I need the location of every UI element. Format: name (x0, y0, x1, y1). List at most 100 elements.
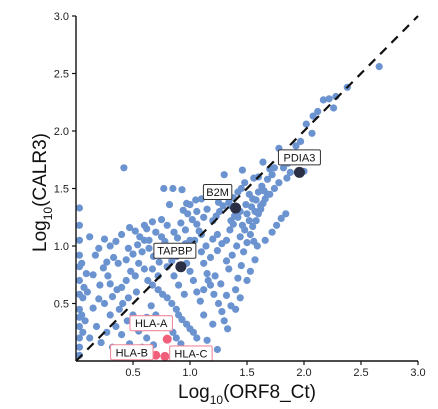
data-point (257, 202, 265, 210)
data-point (75, 204, 83, 212)
data-point (216, 207, 224, 216)
data-point (165, 201, 174, 209)
data-point (75, 305, 83, 313)
data-point (204, 276, 212, 285)
x-tick-label: 0.5 (125, 367, 140, 379)
data-point (275, 179, 283, 187)
data-point (236, 294, 244, 302)
data-point (92, 322, 101, 331)
hla-label: HLA-A (129, 315, 173, 332)
highlight-label-box (153, 242, 197, 259)
data-point (251, 256, 259, 264)
x-tick-label: 3.0 (410, 367, 425, 379)
data-point (118, 230, 126, 239)
data-point (224, 325, 232, 333)
data-point (175, 281, 183, 289)
y-axis-title: Log10(CALR3) (30, 133, 55, 252)
data-point (75, 236, 83, 244)
highlight-label-text: TAPBP (157, 246, 192, 258)
data-point (200, 259, 208, 267)
data-point (154, 286, 162, 294)
data-point (178, 186, 186, 194)
data-point (100, 299, 109, 308)
data-point (222, 291, 231, 299)
y-tick-label: 2.0 (54, 126, 69, 138)
data-point (189, 276, 197, 285)
y-axis-title-suffix: (CALR3) (30, 133, 51, 207)
data-point (145, 244, 153, 252)
data-point (203, 336, 211, 344)
highlight-point (230, 202, 242, 214)
data-point (75, 276, 83, 285)
data-point (75, 343, 83, 351)
data-point (131, 272, 139, 280)
data-point (110, 253, 118, 262)
data-point (140, 265, 148, 273)
data-point (82, 270, 90, 278)
data-point (237, 262, 245, 270)
data-point (75, 251, 83, 259)
data-point (136, 233, 144, 241)
data-point (203, 270, 211, 278)
data-point (172, 305, 180, 313)
data-point (270, 184, 278, 193)
x-tick-label: 2.0 (296, 367, 311, 379)
data-point (106, 242, 114, 250)
data-point (148, 281, 156, 289)
data-point (238, 221, 246, 229)
data-point (206, 253, 215, 262)
hla-label-box (110, 344, 154, 361)
data-point (148, 218, 156, 226)
data-point (308, 129, 316, 137)
data-point (78, 259, 86, 267)
data-point (172, 334, 180, 342)
data-point (81, 317, 89, 325)
y-tick-label: 1.5 (54, 184, 69, 196)
data-point (220, 317, 228, 325)
hla-label-text: HLA-C (174, 348, 207, 360)
data-point (210, 290, 218, 298)
data-point (200, 311, 208, 319)
data-point (218, 240, 226, 248)
data-point (325, 95, 333, 103)
data-point (97, 339, 105, 347)
data-point (227, 217, 235, 225)
data-point (96, 281, 104, 289)
data-point (79, 328, 87, 336)
data-point (179, 206, 187, 214)
data-point (209, 235, 217, 243)
x-axis-title-subscript: 10 (210, 393, 224, 407)
data-point (145, 236, 153, 244)
highlight-label-box (277, 149, 321, 166)
data-point (248, 203, 256, 211)
data-point (213, 345, 221, 354)
data-point (91, 251, 99, 259)
data-point (260, 187, 268, 195)
data-point (80, 283, 88, 291)
data-point (234, 188, 242, 196)
data-point (209, 320, 217, 328)
data-point (192, 196, 200, 204)
data-point (309, 112, 317, 120)
data-point (120, 164, 128, 172)
data-point (177, 219, 185, 227)
x-axis-title: Log10(ORF8_Ct) (178, 382, 316, 407)
data-point (200, 213, 208, 221)
data-point (232, 305, 240, 313)
data-point (252, 217, 260, 225)
data-point (163, 294, 171, 302)
hla-label-box (129, 315, 173, 332)
data-point (143, 334, 151, 342)
data-point (112, 322, 120, 331)
data-point (114, 259, 122, 267)
data-point (238, 166, 246, 174)
data-point (112, 237, 120, 245)
data-point (193, 334, 201, 342)
data-point (115, 305, 123, 313)
data-point (246, 230, 254, 239)
data-point (250, 174, 258, 182)
y-tick-label: 0.5 (54, 299, 69, 311)
data-point (218, 308, 226, 316)
hla-label-text: HLA-A (135, 318, 168, 330)
data-point (266, 190, 274, 198)
